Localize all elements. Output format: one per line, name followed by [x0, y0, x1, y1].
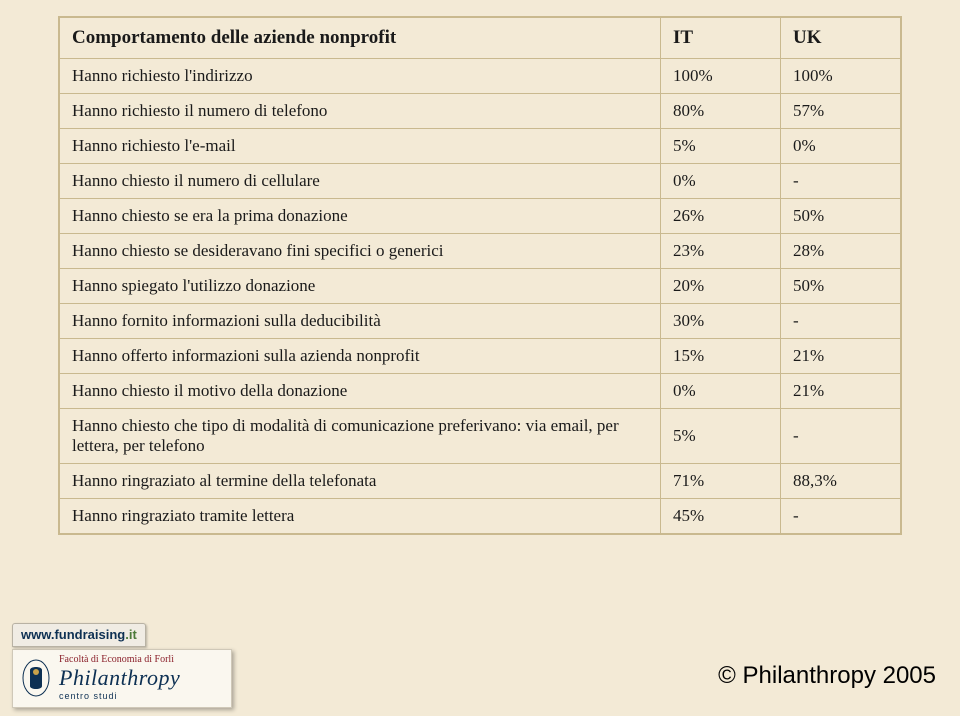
comparison-table-container: Comportamento delle aziende nonprofit IT…: [58, 16, 902, 535]
row-it: 5%: [661, 129, 781, 164]
table-row: Hanno ringraziato tramite lettera 45% -: [60, 499, 901, 534]
table-row: Hanno chiesto se era la prima donazione …: [60, 199, 901, 234]
table-row: Hanno spiegato l'utilizzo donazione 20% …: [60, 269, 901, 304]
philanthropy-logo-icon: [21, 656, 51, 698]
url-suffix: .it: [125, 627, 137, 642]
row-it: 15%: [661, 339, 781, 374]
logo-card: Facoltà di Economia di Forlì Philanthrop…: [12, 649, 232, 708]
row-uk: -: [781, 499, 901, 534]
table-row: Hanno richiesto l'e-mail 5% 0%: [60, 129, 901, 164]
brand-text: Philanthropy: [59, 665, 180, 690]
comparison-table: Comportamento delle aziende nonprofit IT…: [59, 17, 901, 534]
header-label: Comportamento delle aziende nonprofit: [60, 18, 661, 59]
row-it: 100%: [661, 59, 781, 94]
row-label: Hanno ringraziato al termine della telef…: [60, 464, 661, 499]
table-row: Hanno chiesto se desideravano fini speci…: [60, 234, 901, 269]
row-label: Hanno ringraziato tramite lettera: [60, 499, 661, 534]
row-label: Hanno richiesto l'e-mail: [60, 129, 661, 164]
table-row: Hanno offerto informazioni sulla azienda…: [60, 339, 901, 374]
copyright-text: © Philanthropy 2005: [718, 662, 936, 690]
table-row: Hanno chiesto il motivo della donazione …: [60, 374, 901, 409]
row-uk: -: [781, 164, 901, 199]
row-it: 23%: [661, 234, 781, 269]
row-label: Hanno chiesto se era la prima donazione: [60, 199, 661, 234]
row-it: 20%: [661, 269, 781, 304]
faculty-text: Facoltà di Economia di Forlì: [59, 654, 180, 666]
row-it: 71%: [661, 464, 781, 499]
table-row: Hanno fornito informazioni sulla deducib…: [60, 304, 901, 339]
row-uk: 100%: [781, 59, 901, 94]
row-label: Hanno offerto informazioni sulla azienda…: [60, 339, 661, 374]
row-it: 5%: [661, 409, 781, 464]
row-uk: 50%: [781, 199, 901, 234]
table-header-row: Comportamento delle aziende nonprofit IT…: [60, 18, 901, 59]
table-row: Hanno richiesto il numero di telefono 80…: [60, 94, 901, 129]
row-it: 30%: [661, 304, 781, 339]
row-uk: -: [781, 304, 901, 339]
row-uk: 0%: [781, 129, 901, 164]
table-row: Hanno chiesto che tipo di modalità di co…: [60, 409, 901, 464]
row-uk: 57%: [781, 94, 901, 129]
row-label: Hanno chiesto che tipo di modalità di co…: [60, 409, 661, 464]
footer-logo-block: www.fundraising.it Facoltà di Economia d…: [12, 623, 232, 708]
table-row: Hanno richiesto l'indirizzo 100% 100%: [60, 59, 901, 94]
table-row: Hanno chiesto il numero di cellulare 0% …: [60, 164, 901, 199]
row-uk: -: [781, 409, 901, 464]
row-label: Hanno richiesto l'indirizzo: [60, 59, 661, 94]
row-it: 0%: [661, 374, 781, 409]
url-badge: www.fundraising.it: [12, 623, 146, 647]
header-it: IT: [661, 18, 781, 59]
subtitle-text: centro studi: [59, 691, 180, 701]
row-label: Hanno chiesto il motivo della donazione: [60, 374, 661, 409]
table-row: Hanno ringraziato al termine della telef…: [60, 464, 901, 499]
row-it: 80%: [661, 94, 781, 129]
row-it: 0%: [661, 164, 781, 199]
row-it: 45%: [661, 499, 781, 534]
row-uk: 21%: [781, 374, 901, 409]
row-uk: 50%: [781, 269, 901, 304]
row-label: Hanno spiegato l'utilizzo donazione: [60, 269, 661, 304]
row-it: 26%: [661, 199, 781, 234]
row-uk: 21%: [781, 339, 901, 374]
row-label: Hanno chiesto il numero di cellulare: [60, 164, 661, 199]
row-uk: 28%: [781, 234, 901, 269]
logo-text-block: Facoltà di Economia di Forlì Philanthrop…: [59, 654, 180, 701]
row-uk: 88,3%: [781, 464, 901, 499]
header-uk: UK: [781, 18, 901, 59]
url-prefix: www.fundraising: [21, 627, 125, 642]
row-label: Hanno chiesto se desideravano fini speci…: [60, 234, 661, 269]
row-label: Hanno fornito informazioni sulla deducib…: [60, 304, 661, 339]
row-label: Hanno richiesto il numero di telefono: [60, 94, 661, 129]
